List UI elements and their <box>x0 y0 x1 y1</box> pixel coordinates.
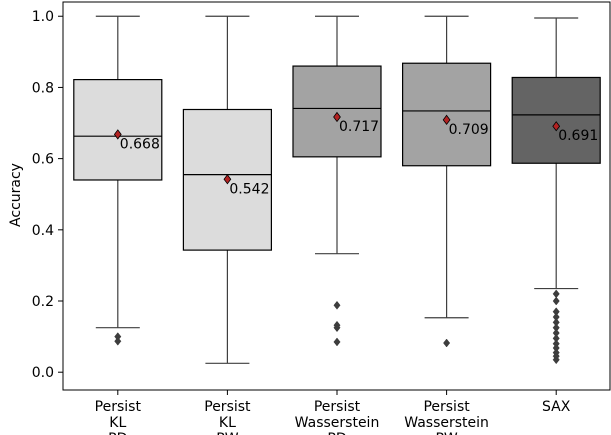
mean-value-label: 0.668 <box>120 136 160 152</box>
outlier-point <box>443 338 451 348</box>
box-group: 0.717 <box>292 15 382 347</box>
x-tick-label: SAX <box>542 399 571 415</box>
outlier-point <box>333 300 341 310</box>
mean-marker <box>442 114 451 125</box>
outlier-point <box>114 336 122 346</box>
box-group: 0.709 <box>402 15 492 348</box>
box-group: 0.691 <box>511 17 601 365</box>
y-axis-label: Accuracy <box>8 163 24 227</box>
y-tick-label: 0.6 <box>32 152 54 168</box>
mean-value-label: 0.717 <box>339 119 379 135</box>
y-tick-label: 1.0 <box>32 9 54 25</box>
mean-marker <box>552 121 561 132</box>
ticks: 0.0 0.2 0.4 0.6 0.8 1.0 PersistKLPD PersistKLPW… <box>32 9 571 435</box>
y-tick-label: 0.4 <box>32 223 54 239</box>
x-tick-label: PersistWassersteinPW <box>404 399 489 435</box>
y-tick-label: 0.2 <box>32 294 54 310</box>
x-tick-label: PersistWassersteinPD <box>295 399 380 435</box>
mean-marker <box>333 111 341 123</box>
box <box>292 65 382 158</box>
mean-value-label: 0.542 <box>229 181 269 197</box>
mean-marker <box>223 174 232 185</box>
boxes: 0.668 0.542 0.717 0.709 0.691 <box>73 15 601 365</box>
x-tick-label: PersistKLPD <box>95 399 142 435</box>
mean-marker <box>113 129 122 140</box>
y-tick-label: 0.8 <box>32 80 54 96</box>
outlier-point <box>333 323 341 333</box>
box <box>511 76 601 164</box>
outlier-point <box>552 355 560 365</box>
x-tick-label: PersistKLPW <box>204 399 251 435</box>
y-tick-label: 0.0 <box>32 365 54 381</box>
outlier-point <box>552 296 560 306</box>
mean-value-label: 0.709 <box>449 122 489 138</box>
outlier-point <box>333 337 341 347</box>
box-group: 0.542 <box>182 15 272 364</box>
mean-value-label: 0.691 <box>558 128 598 144</box>
box-group: 0.668 <box>73 15 163 346</box>
box <box>402 62 492 167</box>
